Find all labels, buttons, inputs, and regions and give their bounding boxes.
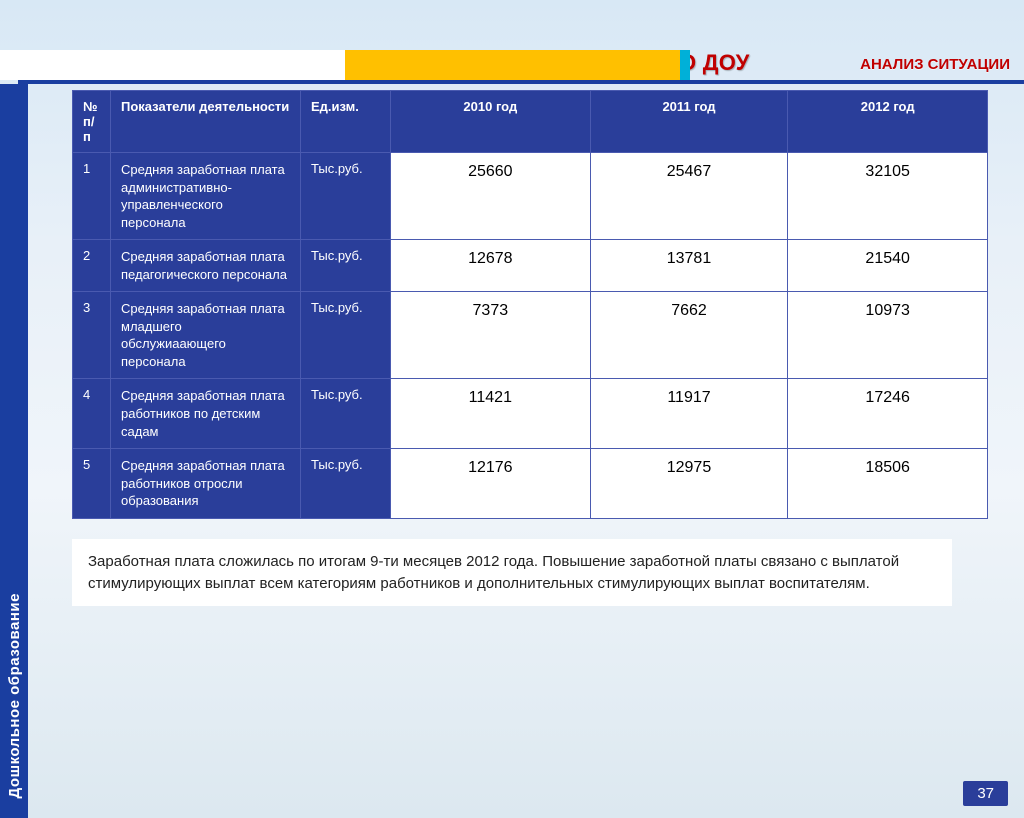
- table-wrap: № п/п Показатели деятельности Ед.изм. 20…: [72, 90, 988, 519]
- page-number: 37: [963, 781, 1008, 806]
- cell-unit: Тыс.руб.: [301, 153, 391, 240]
- cell-desc: Средняя заработная плата младшего обслуж…: [111, 292, 301, 379]
- cell-desc: Средняя заработная плата педагогического…: [111, 240, 301, 292]
- table-row: 4Средняя заработная плата работников по …: [73, 379, 988, 449]
- cell-2010: 12176: [391, 449, 591, 519]
- cell-desc: Средняя заработная плата работников отро…: [111, 449, 301, 519]
- col-unit: Ед.изм.: [301, 91, 391, 153]
- cell-2012: 10973: [788, 292, 988, 379]
- cell-2011: 13781: [590, 240, 788, 292]
- cell-index: 4: [73, 379, 111, 449]
- cell-2011: 25467: [590, 153, 788, 240]
- col-indicator: Показатели деятельности: [111, 91, 301, 153]
- top-stripe-white: [0, 50, 345, 80]
- cell-index: 5: [73, 449, 111, 519]
- cell-2010: 12678: [391, 240, 591, 292]
- cell-desc: Средняя заработная плата работников по д…: [111, 379, 301, 449]
- cell-2012: 18506: [788, 449, 988, 519]
- cell-2010: 11421: [391, 379, 591, 449]
- section-label: АНАЛИЗ СИТУАЦИИ: [860, 56, 1010, 73]
- table-row: 3Средняя заработная плата младшего обслу…: [73, 292, 988, 379]
- cell-2012: 32105: [788, 153, 988, 240]
- table-row: 1Средняя заработная плата административн…: [73, 153, 988, 240]
- table-header-row: № п/п Показатели деятельности Ед.изм. 20…: [73, 91, 988, 153]
- sidebar: Дошкольное образование: [0, 84, 28, 818]
- cell-index: 2: [73, 240, 111, 292]
- cell-2012: 17246: [788, 379, 988, 449]
- cell-unit: Тыс.руб.: [301, 379, 391, 449]
- salary-table: № п/п Показатели деятельности Ед.изм. 20…: [72, 90, 988, 519]
- footnote: Заработная плата сложилась по итогам 9-т…: [72, 539, 952, 607]
- table-row: 2Средняя заработная плата педагогическог…: [73, 240, 988, 292]
- cell-2012: 21540: [788, 240, 988, 292]
- table-row: 5Средняя заработная плата работников отр…: [73, 449, 988, 519]
- sidebar-label: Дошкольное образование: [6, 573, 23, 818]
- cell-2011: 7662: [590, 292, 788, 379]
- header-rule: [18, 80, 1024, 84]
- cell-2011: 12975: [590, 449, 788, 519]
- top-stripe-yellow: [345, 50, 680, 80]
- cell-unit: Тыс.руб.: [301, 292, 391, 379]
- cell-desc: Средняя заработная плата административно…: [111, 153, 301, 240]
- col-index: № п/п: [73, 91, 111, 153]
- cell-unit: Тыс.руб.: [301, 240, 391, 292]
- cell-2010: 7373: [391, 292, 591, 379]
- col-2012: 2012 год: [788, 91, 988, 153]
- cell-unit: Тыс.руб.: [301, 449, 391, 519]
- cell-index: 1: [73, 153, 111, 240]
- top-stripe-teal: [680, 50, 690, 80]
- cell-2010: 25660: [391, 153, 591, 240]
- col-2010: 2010 год: [391, 91, 591, 153]
- cell-index: 3: [73, 292, 111, 379]
- cell-2011: 11917: [590, 379, 788, 449]
- col-2011: 2011 год: [590, 91, 788, 153]
